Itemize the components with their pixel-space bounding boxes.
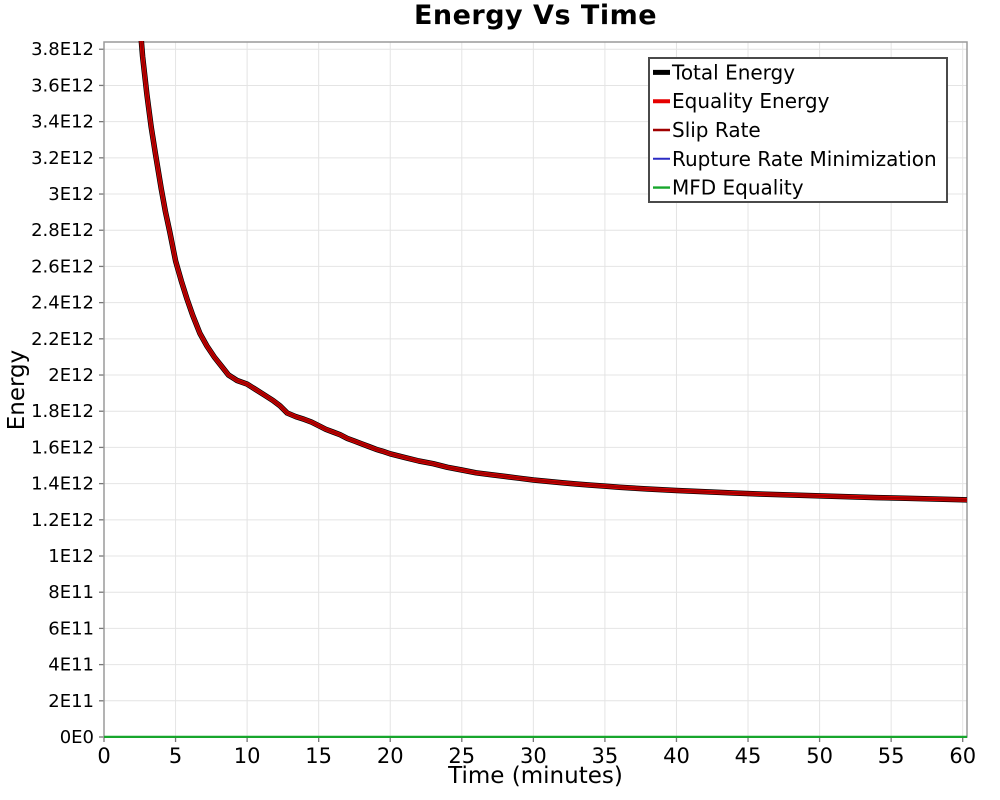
x-tick-label: 5	[169, 744, 182, 768]
legend-label-mfd-equality: MFD Equality	[672, 176, 804, 200]
y-tick-label: 1.4E12	[31, 474, 94, 495]
y-tick-label: 1.2E12	[31, 510, 94, 531]
y-tick-label: 4E11	[48, 655, 94, 676]
y-tick-label: 1.8E12	[31, 401, 94, 422]
y-tick-label: 2E12	[48, 365, 94, 386]
y-tick-label: 3.8E12	[31, 39, 94, 60]
y-tick-label: 3.6E12	[31, 75, 94, 96]
y-tick-label: 3.4E12	[31, 112, 94, 133]
x-tick-label: 0	[97, 744, 110, 768]
series-line-slip-rate	[140, 41, 967, 502]
chart-title: Energy Vs Time	[413, 0, 658, 31]
y-tick-label: 1.6E12	[31, 437, 94, 458]
y-tick-label: 2E11	[48, 691, 94, 712]
y-tick-label: 1E12	[48, 546, 94, 567]
x-axis-title: Time (minutes)	[448, 763, 623, 789]
x-tick-label: 60	[949, 744, 976, 768]
y-tick-label: 2.6E12	[31, 256, 94, 277]
x-tick-label: 20	[377, 744, 404, 768]
x-tick-label: 55	[878, 744, 905, 768]
y-tick-label: 6E11	[48, 618, 94, 639]
legend-label-rupture-rate-minimization: Rupture Rate Minimization	[672, 147, 937, 171]
x-tick-label: 40	[663, 744, 690, 768]
x-tick-label: 25	[448, 744, 475, 768]
legend-label-equality-energy: Equality Energy	[672, 89, 830, 113]
x-tick-label: 45	[735, 744, 762, 768]
y-tick-label: 8E11	[48, 582, 94, 603]
x-tick-label: 50	[806, 744, 833, 768]
x-tick-label: 15	[305, 744, 332, 768]
x-tick-label: 30	[520, 744, 547, 768]
legend-label-total-energy: Total Energy	[671, 60, 795, 84]
y-axis-title: Energy	[4, 349, 30, 431]
y-tick-label: 3E12	[48, 184, 94, 205]
x-tick-label: 35	[592, 744, 619, 768]
y-tick-label: 0E0	[60, 727, 94, 748]
legend-box	[648, 57, 948, 203]
y-tick-label: 2.8E12	[31, 220, 94, 241]
y-tick-label: 2.4E12	[31, 293, 94, 314]
y-tick-label: 3.2E12	[31, 148, 94, 169]
x-tick-label: 10	[234, 744, 261, 768]
legend-label-slip-rate: Slip Rate	[672, 118, 761, 142]
y-tick-label: 2.2E12	[31, 329, 94, 350]
